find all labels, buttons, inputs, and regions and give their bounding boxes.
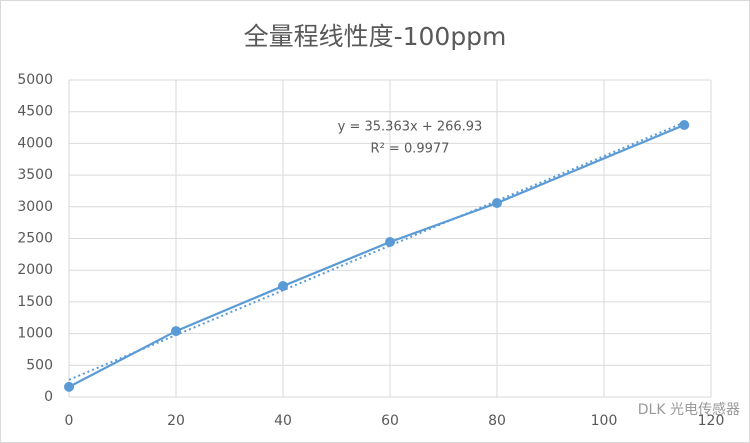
x-tick-label: 20 [167,413,185,429]
y-tick-label: 3500 [17,167,53,183]
x-tick-label: 0 [65,413,74,429]
data-point [64,381,74,392]
y-tick-label: 3000 [17,199,53,215]
series-line [68,123,685,388]
x-tick-label: 40 [274,413,292,429]
watermark: DLK 光电传感器 [638,401,740,418]
data-point [385,236,395,247]
y-tick-label: 5000 [17,72,53,88]
data-point [679,120,690,131]
y-tick-label: 4000 [17,135,53,151]
data-point [492,197,502,208]
y-tick-label: 2500 [17,231,53,247]
x-tick-label: 120 [698,413,725,429]
y-tick-label: 1500 [17,294,53,310]
x-tick-label: 60 [381,413,399,429]
trendline-r2: R² = 0.9977 [371,142,450,157]
trendline-equation: y = 35.363x + 266.93 [338,120,483,135]
y-tick-label: 1000 [17,326,53,342]
y-tick-label: 4500 [17,104,53,120]
y-tick-label: 0 [44,389,53,405]
chart-title: 全量程线性度-100ppm [244,22,507,51]
x-tick-label: 80 [488,413,506,429]
data-point [278,281,288,292]
y-tick-label: 500 [26,357,53,373]
trendline [68,121,685,381]
y-tick-label: 2000 [17,262,53,278]
x-tick-label: 100 [591,413,618,429]
data-point [171,326,181,337]
